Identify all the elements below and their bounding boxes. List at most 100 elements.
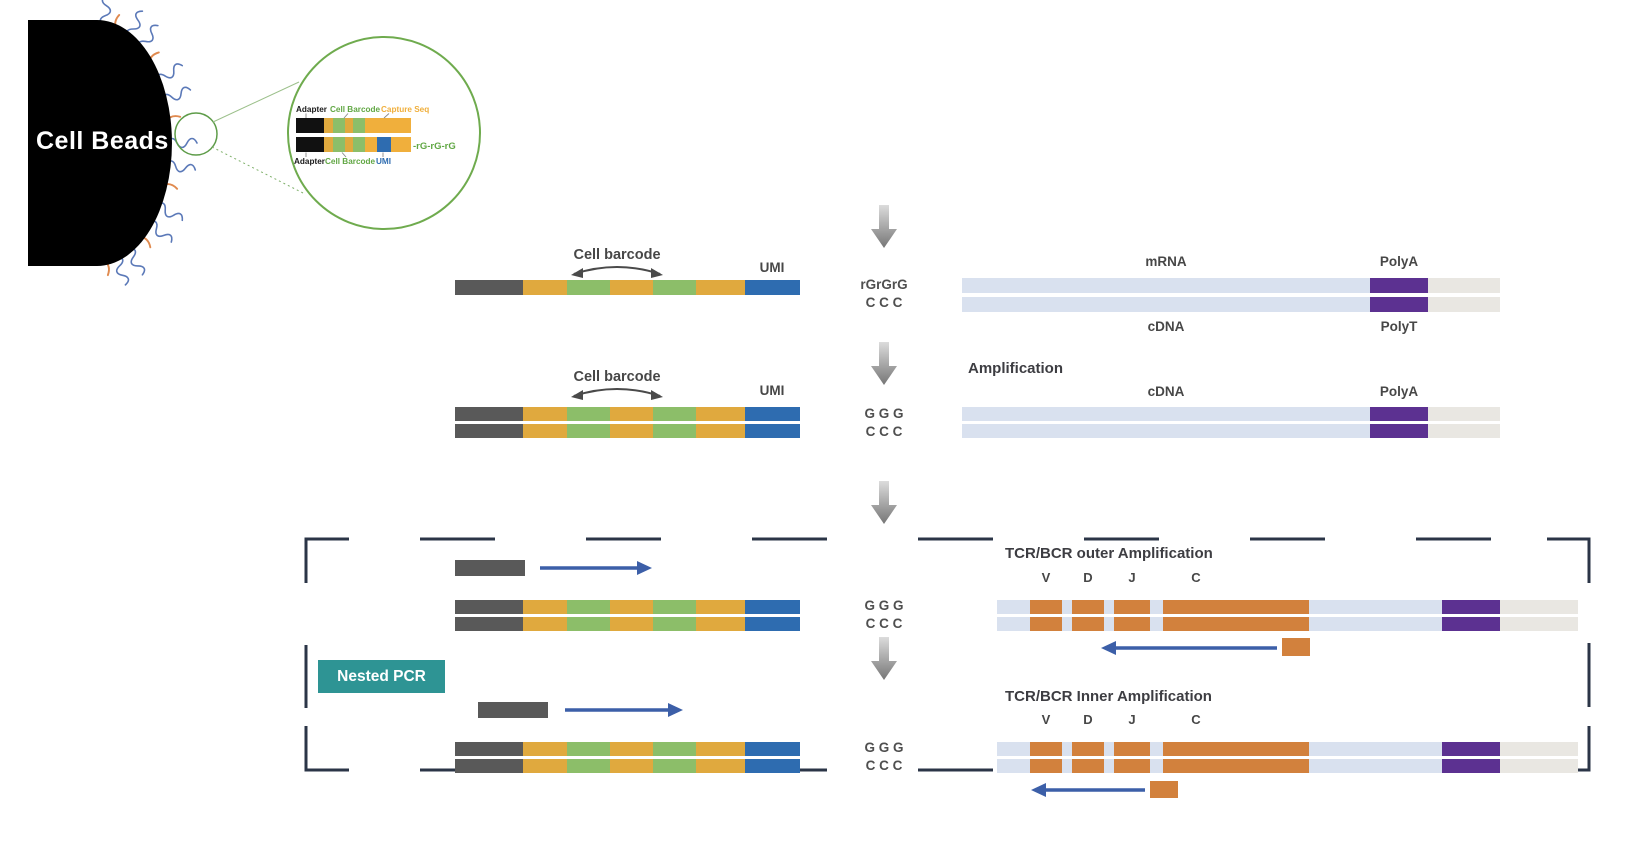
lb-segment xyxy=(1150,759,1163,773)
yel-segment xyxy=(610,280,653,295)
c-segment-label: C xyxy=(1191,570,1201,585)
pur-segment xyxy=(1370,407,1428,421)
lb-segment xyxy=(962,424,1370,438)
yel-segment xyxy=(696,280,745,295)
transcript-bar xyxy=(962,278,1500,293)
org-segment xyxy=(1072,742,1104,756)
grn-segment xyxy=(653,759,696,773)
lb-segment xyxy=(1150,742,1163,756)
c-segment-label: C xyxy=(1191,712,1201,727)
gray-segment xyxy=(455,600,523,614)
lb-segment xyxy=(1062,742,1072,756)
zoom-connector-top xyxy=(212,81,300,123)
bead-oligo-bar xyxy=(455,600,800,614)
bead-oligo-bar xyxy=(455,617,800,631)
yel-segment xyxy=(610,407,653,421)
lb-segment xyxy=(1309,617,1442,631)
ccc-label: C C C xyxy=(865,758,903,773)
org-segment xyxy=(1163,617,1309,631)
v-segment-label: V xyxy=(1041,570,1051,585)
lb-segment xyxy=(997,617,1030,631)
org-segment xyxy=(1030,617,1062,631)
polyt-label: PolyT xyxy=(1380,319,1418,334)
rg-label: rGrGrG xyxy=(860,277,908,292)
bead-oligo-bar xyxy=(455,742,800,756)
inset-umi-label: UMI xyxy=(376,157,391,166)
d-segment-label: D xyxy=(1083,712,1093,727)
yel-segment xyxy=(696,600,745,614)
org-segment xyxy=(1030,742,1062,756)
inset-adapter-bottom-label: Adapter xyxy=(294,157,326,166)
cdna-label: cDNA xyxy=(1147,319,1185,334)
grn-segment xyxy=(567,617,610,631)
pur-segment xyxy=(1370,424,1428,438)
j-segment-label: J xyxy=(1128,712,1136,727)
pur-segment xyxy=(1442,759,1500,773)
grn-segment xyxy=(567,759,610,773)
gray-segment xyxy=(455,617,523,631)
yel-segment xyxy=(696,407,745,421)
lb-segment xyxy=(997,742,1030,756)
org-segment xyxy=(1114,617,1150,631)
transcript-bar xyxy=(962,297,1500,312)
lb-segment xyxy=(962,407,1370,421)
pur-segment xyxy=(1442,600,1500,614)
amplification-title: Amplification xyxy=(968,360,1064,377)
polya-label: PolyA xyxy=(1379,384,1419,399)
yel-segment xyxy=(696,424,745,438)
blu-segment xyxy=(745,424,800,438)
yel-segment xyxy=(610,742,653,756)
tail-segment xyxy=(1500,742,1578,756)
tail-segment xyxy=(1428,424,1500,438)
blu-segment xyxy=(745,407,800,421)
yel-segment xyxy=(610,759,653,773)
inset-cell-barcode-top-label: Cell Barcode xyxy=(330,105,380,114)
nested-pcr-badge: Nested PCR xyxy=(318,660,445,693)
tail-segment xyxy=(1500,600,1578,614)
yel-segment xyxy=(523,759,567,773)
org-segment xyxy=(1163,600,1309,614)
gray-segment xyxy=(455,742,523,756)
umi-label: UMI xyxy=(759,383,785,398)
tail-segment xyxy=(1500,617,1578,631)
mrna-label: mRNA xyxy=(1145,254,1187,269)
reverse-primer xyxy=(1150,781,1178,798)
down-arrow-icon xyxy=(871,481,897,524)
zoom-connector-bottom xyxy=(211,146,304,194)
cell-barcode-label: Cell barcode xyxy=(573,247,661,263)
lb-segment xyxy=(1062,617,1072,631)
down-arrow-icon xyxy=(871,637,897,680)
blu-segment xyxy=(745,600,800,614)
forward-primer xyxy=(455,560,525,576)
lb-segment xyxy=(1104,759,1114,773)
tail-segment xyxy=(1428,407,1500,421)
j-segment-label: J xyxy=(1128,570,1136,585)
grn-segment xyxy=(567,424,610,438)
ccc-label: C C C xyxy=(865,616,903,631)
inset-rg-overhang-label: -rG-rG-rG xyxy=(413,141,456,152)
lb-segment xyxy=(1062,600,1072,614)
reverse-primer-arrow-icon xyxy=(1031,783,1145,797)
down-arrow-icon xyxy=(871,205,897,248)
org-segment xyxy=(1030,600,1062,614)
grn-segment xyxy=(567,280,610,295)
yel-segment xyxy=(696,617,745,631)
inset-oligo-structure: Adapter Cell Barcode Capture Seq Adapter… xyxy=(294,105,456,166)
ggg-label: G G G xyxy=(864,406,904,421)
grn-segment xyxy=(653,742,696,756)
bead-oligo-bar xyxy=(455,280,800,295)
yel-segment xyxy=(610,600,653,614)
forward-primer-arrow-icon xyxy=(540,561,652,575)
lb-segment xyxy=(962,297,1370,312)
org-segment xyxy=(1030,759,1062,773)
inset-adapter-top-label: Adapter xyxy=(296,105,328,114)
org-segment xyxy=(1114,600,1150,614)
yel-segment xyxy=(523,424,567,438)
cell-barcode-span-arrow-icon xyxy=(571,266,663,278)
bead-oligo-bar xyxy=(455,424,800,438)
org-segment xyxy=(1072,600,1104,614)
bead-zoom-source-circle xyxy=(174,112,218,156)
tcr-outer-title: TCR/BCR outer Amplification xyxy=(1005,545,1213,562)
cell-barcode-label: Cell barcode xyxy=(573,369,661,385)
